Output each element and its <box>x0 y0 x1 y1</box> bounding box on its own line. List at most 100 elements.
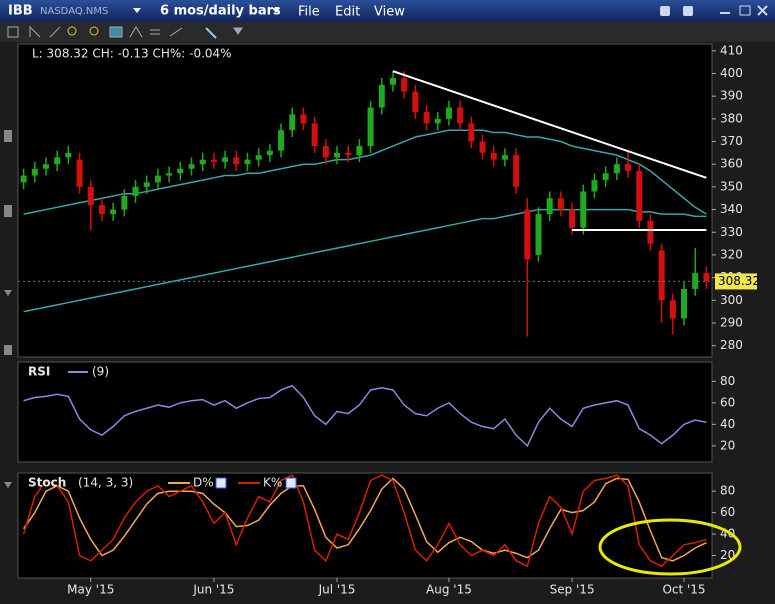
icon[interactable] <box>49 26 61 38</box>
legend-checkbox <box>285 477 297 489</box>
candle-body <box>345 152 352 156</box>
candle-body <box>334 152 341 158</box>
candle-body <box>557 198 564 210</box>
title-bar <box>0 0 775 22</box>
candle-body <box>625 164 632 172</box>
candle-body <box>658 250 665 301</box>
candle-body <box>445 107 452 119</box>
candle-body <box>490 152 497 160</box>
icon[interactable] <box>129 26 143 38</box>
symbol[interactable]: IBB <box>8 4 33 19</box>
candle-body <box>177 168 184 174</box>
candle-body <box>110 209 117 215</box>
y-tick-label: 80 <box>720 484 735 498</box>
icon[interactable] <box>29 25 41 38</box>
icon[interactable] <box>109 26 123 38</box>
menu-view[interactable]: View <box>374 5 405 20</box>
dropdown-arrow[interactable] <box>133 8 141 13</box>
candle-body <box>311 123 318 147</box>
candle-body <box>367 107 374 147</box>
period[interactable]: 6 mos/daily bars <box>160 4 281 19</box>
toolbar <box>0 22 775 42</box>
y-tick-label: 340 <box>720 202 743 216</box>
icon <box>4 205 12 217</box>
candle-body <box>188 164 195 169</box>
y-tick-label: 400 <box>720 66 743 80</box>
icon[interactable] <box>67 26 77 36</box>
dropdown-arrow[interactable] <box>272 8 280 13</box>
candle-body <box>65 152 72 158</box>
candle-body <box>681 288 688 319</box>
indicator-params: (14, 3, 3) <box>78 476 133 490</box>
exchange: NASDAQ.NMS <box>40 6 108 17</box>
candle-body <box>546 198 553 215</box>
x-tick-label: Sep '15 <box>550 583 595 597</box>
candle-body <box>132 186 139 196</box>
legend-label: K% <box>263 476 282 490</box>
candle-body <box>479 141 486 153</box>
menu-file[interactable]: File <box>298 5 320 20</box>
candle-body <box>233 157 240 165</box>
panels: 2802903003103203303403503603703803904004… <box>17 43 760 597</box>
indicator-line <box>23 384 707 448</box>
candle-body <box>98 205 105 215</box>
indicator-title: RSI <box>28 365 50 379</box>
icon[interactable] <box>7 26 19 38</box>
candle-body <box>289 114 296 131</box>
candle-body <box>457 107 464 124</box>
candle-body <box>76 159 83 187</box>
icon[interactable] <box>660 6 670 16</box>
y-tick-label: 410 <box>720 43 743 57</box>
icon[interactable] <box>205 27 217 39</box>
icon[interactable] <box>757 5 768 16</box>
legend-checkbox <box>215 477 227 489</box>
menu-edit[interactable]: Edit <box>335 5 360 20</box>
y-tick-label: 320 <box>720 247 743 261</box>
candle-body <box>602 173 609 181</box>
candle-body <box>322 146 329 158</box>
y-tick-label: 370 <box>720 134 743 148</box>
candle-body <box>636 171 643 221</box>
icon <box>4 290 12 296</box>
candle-body <box>278 130 285 151</box>
y-tick-label: 280 <box>720 338 743 352</box>
icon <box>4 482 12 488</box>
candle-body <box>647 220 654 244</box>
y-tick-label: 330 <box>720 225 743 239</box>
y-tick-label: 350 <box>720 179 743 193</box>
icon[interactable] <box>683 6 693 16</box>
candle-body <box>166 173 173 176</box>
icon[interactable] <box>233 27 243 35</box>
candle-body <box>222 157 229 162</box>
candle-body <box>87 186 94 206</box>
indicator-line <box>22 477 707 562</box>
moving-average <box>23 208 707 313</box>
candle-body <box>244 159 251 165</box>
last-price-tag <box>715 273 757 290</box>
panel <box>17 43 713 358</box>
candle-body <box>378 84 385 108</box>
candle-body <box>535 214 542 255</box>
last-price-label: 308.32 <box>718 274 760 288</box>
y-tick-label: 380 <box>720 111 743 125</box>
icon[interactable] <box>89 26 99 36</box>
candle-body <box>210 159 217 162</box>
y-tick-label: 390 <box>720 89 743 103</box>
icon[interactable] <box>739 5 751 16</box>
candle-body <box>356 146 363 156</box>
icon[interactable] <box>169 27 183 37</box>
window-controls[interactable] <box>660 5 768 16</box>
panel <box>17 361 713 463</box>
candle-body <box>121 195 128 210</box>
y-tick-label: 60 <box>720 505 735 519</box>
icon[interactable] <box>720 12 730 14</box>
panel <box>17 472 713 579</box>
icon[interactable] <box>150 29 160 35</box>
candle-body <box>434 118 441 124</box>
candle-body <box>266 150 273 156</box>
y-tick-label: 300 <box>720 293 743 307</box>
candle-body <box>613 164 620 174</box>
x-tick-label: May '15 <box>67 583 114 597</box>
icon <box>4 130 12 142</box>
tool-icons[interactable] <box>7 25 243 39</box>
